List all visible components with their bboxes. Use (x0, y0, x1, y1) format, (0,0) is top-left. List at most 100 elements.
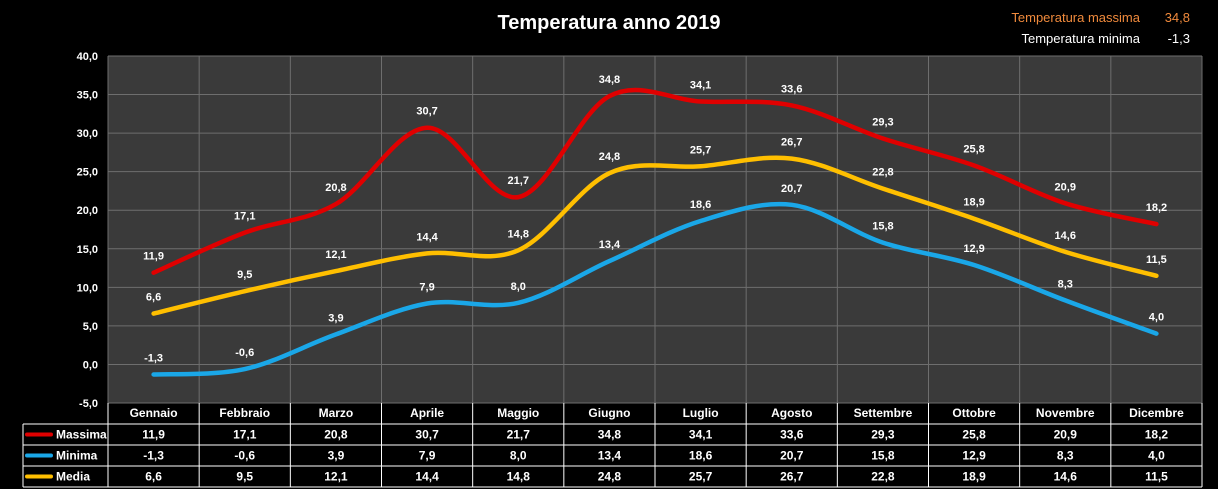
data-label: 8,3 (1058, 278, 1073, 290)
legend-entry-minima: Minima (56, 449, 98, 463)
category-label: Marzo (319, 406, 354, 420)
table-cell: 14,4 (415, 470, 439, 484)
y-tick-label: 20,0 (77, 205, 98, 217)
table-cell: 33,6 (780, 428, 804, 442)
table-cell: 21,7 (507, 428, 531, 442)
table-cell: 20,7 (780, 449, 804, 463)
min-temperature-summary: Temperatura minima -1,3 (1022, 31, 1191, 46)
data-label: 13,4 (599, 239, 621, 251)
data-label: 11,9 (143, 251, 164, 263)
table-cell: 8,0 (510, 449, 527, 463)
data-label: 34,1 (690, 79, 711, 91)
table-cell: 14,8 (507, 470, 531, 484)
table-cell: 13,4 (598, 449, 622, 463)
data-label: 14,4 (416, 231, 438, 243)
table-cell: 24,8 (598, 470, 622, 484)
data-label: 8,0 (511, 281, 526, 293)
data-label: 20,9 (1055, 181, 1076, 193)
table-cell: 4,0 (1148, 449, 1165, 463)
table-cell: 25,7 (689, 470, 713, 484)
table-cell: 8,3 (1057, 449, 1074, 463)
chart-title: Temperatura anno 2019 (497, 12, 721, 34)
table-cell: 22,8 (871, 470, 895, 484)
y-tick-label: 10,0 (77, 282, 98, 294)
table-cell: 26,7 (780, 470, 804, 484)
table-cell: 20,8 (324, 428, 348, 442)
y-tick-label: 30,0 (77, 128, 98, 140)
series-line-massima (151, 87, 1159, 275)
data-label: 22,8 (872, 167, 893, 179)
data-label: 17,1 (234, 211, 255, 223)
category-label: Gennaio (130, 406, 178, 420)
data-label: 18,2 (1146, 202, 1167, 214)
max-temperature-value: 34,8 (1164, 10, 1190, 25)
table-cell: 12,1 (324, 470, 348, 484)
max-temperature-label: Temperatura massima (1011, 10, 1140, 25)
y-tick-label: 15,0 (77, 244, 98, 256)
table-cell: 9,5 (236, 470, 253, 484)
table-cell: 34,1 (689, 428, 713, 442)
y-tick-label: 40,0 (77, 51, 98, 63)
data-label: 25,7 (690, 144, 711, 156)
data-label: 18,6 (690, 199, 711, 211)
table-cell: 18,6 (689, 449, 713, 463)
data-label: 20,8 (325, 182, 346, 194)
legend-entry-massima: Massima (56, 428, 107, 442)
table-cell: 34,8 (598, 428, 622, 442)
table-cell: 7,9 (419, 449, 436, 463)
min-temperature-value: -1,3 (1167, 31, 1190, 46)
category-label: Giugno (588, 406, 630, 420)
legend-entry-media: Media (56, 470, 90, 484)
y-tick-label: 25,0 (77, 167, 98, 179)
table-cell: 12,9 (962, 449, 986, 463)
table-cell: 18,2 (1145, 428, 1169, 442)
data-label: 20,7 (781, 183, 802, 195)
min-temperature-label: Temperatura minima (1021, 31, 1141, 46)
data-label: 21,7 (508, 175, 529, 187)
category-label: Novembre (1036, 406, 1095, 420)
table-cell: -1,3 (143, 449, 164, 463)
data-label: 33,6 (781, 83, 802, 95)
category-label: Febbraio (219, 406, 270, 420)
max-temperature-summary: Temperatura massima 34,8 (1011, 10, 1190, 25)
table-cell: 18,9 (962, 470, 986, 484)
category-label: Agosto (771, 406, 812, 420)
category-label: Aprile (410, 406, 444, 420)
y-tick-label: 5,0 (83, 321, 98, 333)
data-label: -0,6 (235, 347, 254, 359)
table-cell: 29,3 (871, 428, 895, 442)
category-label: Luglio (683, 406, 719, 420)
category-label: Ottobre (952, 406, 996, 420)
data-label: 25,8 (963, 143, 984, 155)
data-label: 12,1 (325, 249, 346, 261)
data-label: 30,7 (416, 106, 437, 118)
table-cell: 11,9 (142, 428, 165, 442)
data-label: 14,6 (1055, 230, 1076, 242)
y-tick-label: 0,0 (83, 359, 98, 371)
data-label: 11,5 (1146, 254, 1167, 266)
table-cell: 6,6 (145, 470, 162, 484)
y-tick-label: 35,0 (77, 90, 98, 102)
data-label: 9,5 (237, 269, 252, 281)
data-label: 3,9 (328, 312, 343, 324)
table-cell: 30,7 (415, 428, 439, 442)
table-cell: 14,6 (1054, 470, 1078, 484)
category-label: Dicembre (1129, 406, 1184, 420)
category-label: Settembre (854, 406, 913, 420)
data-label: 4,0 (1149, 312, 1164, 324)
data-label: 29,3 (872, 117, 893, 129)
data-label: 14,8 (508, 228, 529, 240)
category-label: Maggio (497, 406, 539, 420)
table-cell: 20,9 (1054, 428, 1078, 442)
data-label: 6,6 (146, 292, 161, 304)
series-line-minima (151, 201, 1159, 377)
data-label: 18,9 (963, 197, 984, 209)
data-label: 7,9 (419, 282, 434, 294)
table-cell: 17,1 (233, 428, 257, 442)
table-cell: -0,6 (234, 449, 255, 463)
series-line-media (151, 155, 1159, 316)
table-cell: 3,9 (328, 449, 345, 463)
data-label: 15,8 (872, 221, 893, 233)
table-cell: 11,5 (1145, 470, 1168, 484)
